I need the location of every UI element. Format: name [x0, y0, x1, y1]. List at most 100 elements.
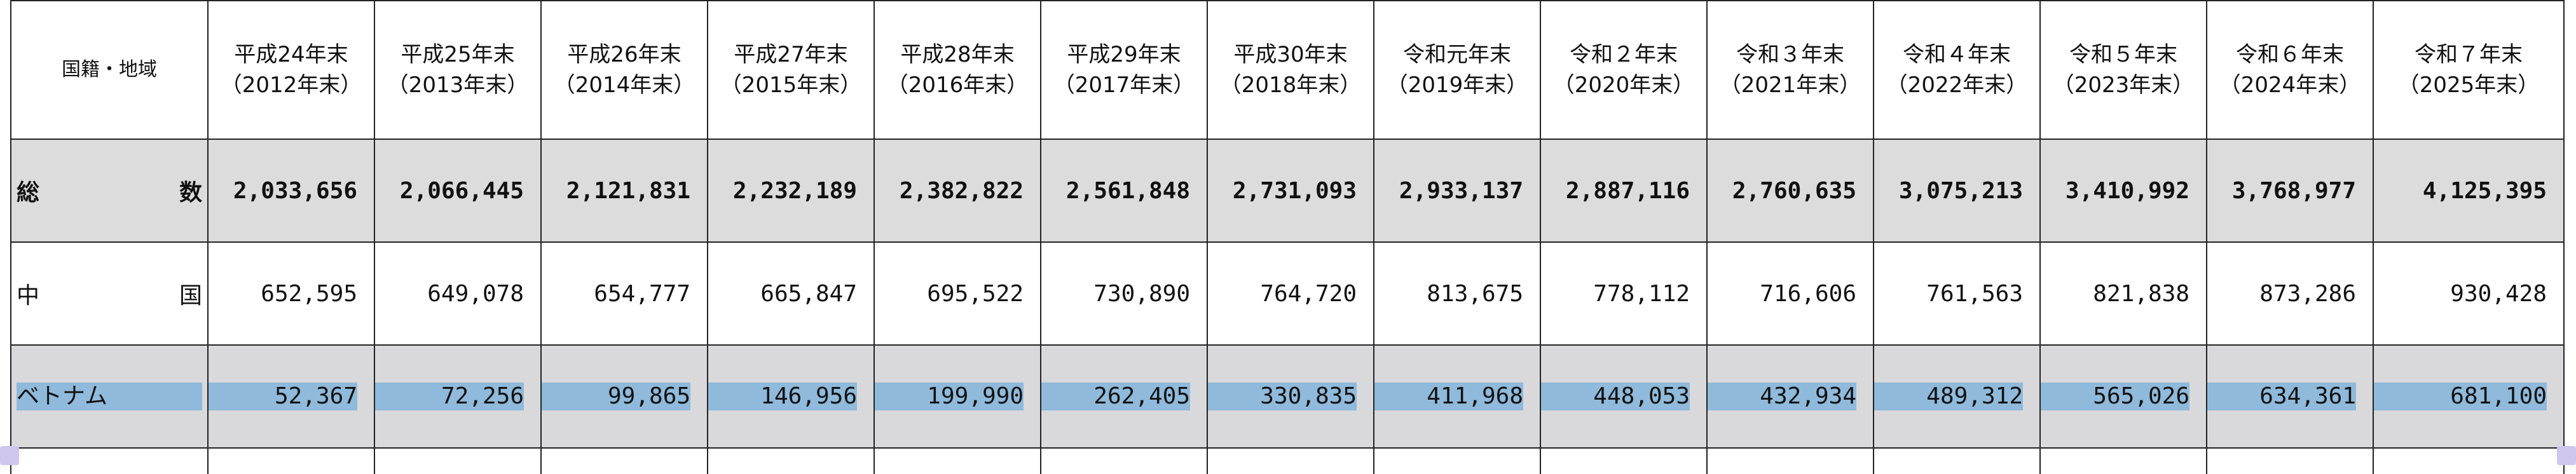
- column-header-year: （2023年末）: [2052, 72, 2195, 98]
- column-header-year: （2013年末）: [387, 72, 529, 98]
- value-cell[interactable]: 634,361: [2206, 344, 2374, 449]
- value-text: 2,033,656: [233, 177, 357, 204]
- value-text: 2,121,831: [566, 177, 690, 204]
- value-cell[interactable]: 730,890: [1040, 241, 1208, 346]
- column-header-era: 平成25年末: [401, 42, 515, 67]
- column-header[interactable]: 平成25年末 （2013年末）: [374, 0, 542, 140]
- selection-handle-left[interactable]: [0, 446, 19, 465]
- column-header[interactable]: 令和元年末 （2019年末）: [1373, 0, 1541, 140]
- value-cell[interactable]: 821,838: [2039, 241, 2207, 346]
- empty-cell[interactable]: [1373, 447, 1541, 474]
- value-cell[interactable]: 764,720: [1207, 241, 1374, 346]
- column-header-year: （2020年末）: [1552, 72, 1695, 98]
- column-header[interactable]: 平成26年末 （2014年末）: [540, 0, 708, 140]
- column-header[interactable]: 令和６年末 （2024年末）: [2206, 0, 2374, 140]
- column-header-era: 平成30年末: [1233, 42, 1348, 67]
- value-cell[interactable]: 813,675: [1373, 241, 1541, 346]
- empty-cell[interactable]: [2373, 447, 2565, 474]
- value-cell[interactable]: 330,835: [1207, 344, 1374, 449]
- value-text: 489,312: [1875, 383, 2023, 410]
- value-cell[interactable]: 432,934: [1706, 344, 1874, 449]
- value-cell[interactable]: 681,100: [2373, 344, 2565, 449]
- total-row: 総数 2,033,656 2,066,445 2,121,831 2,232,189 2,…: [10, 139, 2565, 243]
- value-cell[interactable]: 262,405: [1040, 344, 1208, 449]
- column-header-year: （2014年末）: [553, 72, 695, 98]
- column-header[interactable]: 令和２年末 （2020年末）: [1540, 0, 1708, 140]
- empty-cell[interactable]: [1873, 447, 2041, 474]
- value-cell[interactable]: 665,847: [707, 241, 875, 346]
- value-cell[interactable]: 52,367: [207, 344, 375, 449]
- next-row-partial: [10, 447, 2565, 474]
- value-cell[interactable]: 565,026: [2039, 344, 2207, 449]
- column-header-year: （2022年末）: [1886, 72, 2028, 98]
- empty-cell[interactable]: [207, 447, 375, 474]
- column-header[interactable]: 平成30年末 （2018年末）: [1207, 0, 1374, 140]
- value-cell[interactable]: 2,033,656: [207, 139, 375, 243]
- row-label-char: ナ: [62, 383, 85, 409]
- empty-cell[interactable]: [874, 447, 1041, 474]
- empty-cell[interactable]: [10, 447, 209, 474]
- value-cell[interactable]: 2,731,093: [1207, 139, 1374, 243]
- row-label-char: ム: [84, 383, 107, 409]
- empty-cell[interactable]: [1040, 447, 1208, 474]
- value-cell[interactable]: 411,968: [1373, 344, 1541, 449]
- column-header[interactable]: 令和７年末 （2025年末）: [2373, 0, 2565, 140]
- value-cell[interactable]: 716,606: [1706, 241, 1874, 346]
- value-cell[interactable]: 3,075,213: [1873, 139, 2041, 243]
- column-header[interactable]: 平成28年末 （2016年末）: [874, 0, 1041, 140]
- empty-cell[interactable]: [2039, 447, 2207, 474]
- column-header[interactable]: 平成29年末 （2017年末）: [1040, 0, 1208, 140]
- value-cell[interactable]: 2,382,822: [874, 139, 1041, 243]
- value-cell[interactable]: 99,865: [540, 344, 708, 449]
- value-cell[interactable]: 2,933,137: [1373, 139, 1541, 243]
- empty-cell[interactable]: [707, 447, 875, 474]
- value-cell[interactable]: 649,078: [374, 241, 542, 346]
- value-cell[interactable]: 3,410,992: [2039, 139, 2207, 243]
- value-cell[interactable]: 3,768,977: [2206, 139, 2374, 243]
- selection-handle-right[interactable]: [2557, 446, 2576, 465]
- value-cell[interactable]: 199,990: [874, 344, 1041, 449]
- row-label[interactable]: ベトナム: [10, 344, 209, 449]
- value-text: 681,100: [2374, 383, 2547, 410]
- value-cell[interactable]: 2,066,445: [374, 139, 542, 243]
- value-cell[interactable]: 761,563: [1873, 241, 2041, 346]
- column-header[interactable]: 令和３年末 （2021年末）: [1706, 0, 1874, 140]
- value-cell[interactable]: 2,561,848: [1040, 139, 1208, 243]
- value-cell[interactable]: 489,312: [1873, 344, 2041, 449]
- row-label[interactable]: 中国: [10, 241, 209, 346]
- value-cell[interactable]: 930,428: [2373, 241, 2565, 346]
- value-cell[interactable]: 654,777: [540, 241, 708, 346]
- value-cell[interactable]: 146,956: [707, 344, 875, 449]
- value-cell[interactable]: 778,112: [1540, 241, 1708, 346]
- column-header-era: 平成26年末: [567, 42, 682, 67]
- empty-cell[interactable]: [2206, 447, 2374, 474]
- value-cell[interactable]: 873,286: [2206, 241, 2374, 346]
- value-cell[interactable]: 2,232,189: [707, 139, 875, 243]
- empty-cell[interactable]: [1540, 447, 1708, 474]
- column-header[interactable]: 平成27年末 （2015年末）: [707, 0, 875, 140]
- column-header[interactable]: 令和５年末 （2023年末）: [2039, 0, 2207, 140]
- value-text: 2,561,848: [1065, 177, 1190, 204]
- value-text: 2,382,822: [899, 177, 1024, 204]
- value-cell[interactable]: 652,595: [207, 241, 375, 346]
- value-cell[interactable]: 695,522: [874, 241, 1041, 346]
- row-label[interactable]: 総数: [10, 139, 209, 243]
- empty-cell[interactable]: [1706, 447, 1874, 474]
- value-cell[interactable]: 2,887,116: [1540, 139, 1708, 243]
- value-cell[interactable]: 2,760,635: [1706, 139, 1874, 243]
- column-header-era: 平成27年末: [734, 42, 848, 67]
- empty-cell[interactable]: [1207, 447, 1374, 474]
- value-text: 330,835: [1209, 383, 1357, 410]
- row-label-right: 数: [179, 180, 202, 206]
- empty-cell[interactable]: [374, 447, 542, 474]
- value-cell[interactable]: 2,121,831: [540, 139, 708, 243]
- value-cell[interactable]: 4,125,395: [2373, 139, 2565, 243]
- value-text: 873,286: [2259, 280, 2356, 307]
- value-cell[interactable]: 448,053: [1540, 344, 1708, 449]
- value-cell[interactable]: 72,256: [374, 344, 542, 449]
- column-header[interactable]: 平成24年末 （2012年末）: [207, 0, 375, 140]
- value-text: 199,990: [875, 383, 1024, 410]
- empty-cell[interactable]: [540, 447, 708, 474]
- column-header-year: （2025年末）: [2397, 72, 2540, 98]
- column-header[interactable]: 令和４年末 （2022年末）: [1873, 0, 2041, 140]
